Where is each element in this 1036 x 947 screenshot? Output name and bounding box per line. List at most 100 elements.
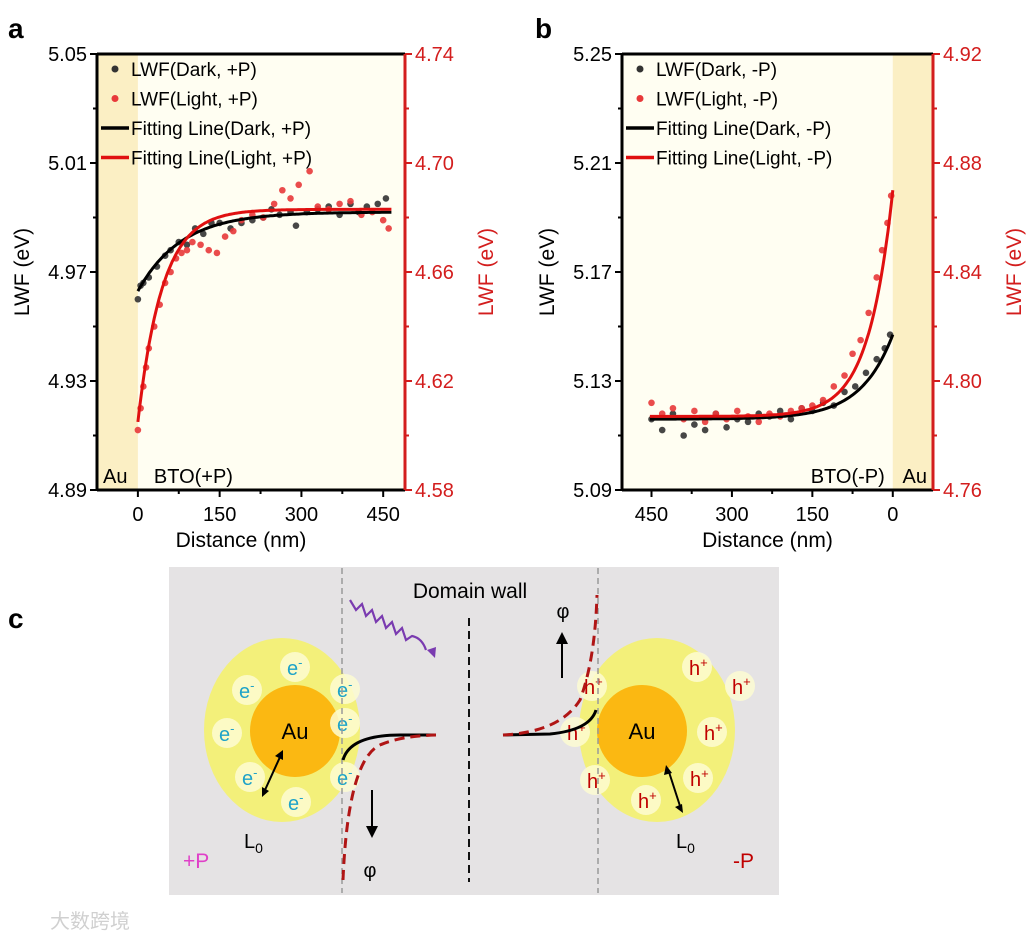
l0-arrowheads-left [262, 750, 283, 797]
electron-bubble [232, 675, 262, 705]
x-tick-label: 0 [132, 504, 143, 526]
legend-label: LWF(Light, +P) [131, 90, 258, 111]
x-tick-label: 150 [796, 504, 829, 526]
electron-label: e- [239, 678, 254, 703]
legend-label: LWF(Dark, -P) [656, 60, 777, 81]
data-point-light [221, 233, 229, 240]
data-point-light [830, 383, 838, 390]
legend-label: LWF(Light, -P) [656, 90, 778, 111]
hole-label: h+ [567, 720, 586, 745]
phi-label-right: φ [557, 601, 570, 623]
electron-bubble [330, 762, 360, 792]
right-y-tick-label: 4.74 [415, 44, 454, 66]
data-point-light [347, 197, 354, 205]
left-y-tick-label: 5.09 [573, 480, 612, 502]
electron-bubble [281, 787, 311, 817]
left-y-tick-label: 4.89 [48, 480, 87, 502]
data-point-dark [382, 195, 390, 202]
hole-label: h+ [587, 768, 606, 793]
x-axis-title: Distance (nm) [176, 529, 307, 552]
left-y-axis-title: LWF (eV) [536, 228, 559, 316]
data-point-light [205, 246, 213, 254]
chart-panel-a: 0 150 300 450 4.89 4.58 4.93 4.62 4.97 4.66 5.01 4.… [11, 44, 498, 552]
au-core-left [250, 685, 340, 777]
electron-bubble [280, 652, 310, 682]
fit-line-dark [136, 210, 392, 292]
data-point-light [134, 426, 142, 434]
data-point-light [733, 407, 741, 415]
l0-arrow-right [668, 771, 681, 807]
data-point-dark [873, 355, 880, 363]
data-point-light [669, 404, 677, 412]
left-y-tick-label: 5.13 [573, 371, 612, 393]
light-wave-icon [349, 599, 428, 651]
legend-label: LWF(Dark, +P) [131, 60, 257, 81]
right-y-tick-label: 4.58 [415, 480, 454, 502]
data-point-light [287, 195, 294, 202]
data-point-dark [691, 421, 698, 428]
bto-region-label: BTO(-P) [811, 466, 885, 488]
data-point-light [648, 399, 655, 407]
hole-bubble [631, 785, 661, 815]
electron-bubble [212, 718, 242, 748]
left-y-tick-label: 5.01 [48, 153, 87, 175]
data-point-dark [374, 200, 382, 208]
right-y-axis-title: LWF (eV) [475, 228, 498, 316]
hole-label: h+ [638, 788, 657, 813]
bto-region-label: BTO(+P) [154, 466, 233, 488]
hole-label: h+ [704, 720, 723, 745]
x-tick-label: 450 [367, 504, 400, 526]
band-curve-light-left [341, 733, 437, 881]
data-point-light [306, 167, 313, 175]
electron-bubble [330, 674, 360, 704]
data-point-light [873, 274, 880, 281]
data-point-light [755, 418, 763, 426]
hole-label: h+ [690, 766, 709, 791]
legend-marker-light [111, 95, 119, 102]
l0-label-left: L0 [244, 831, 263, 856]
left-y-tick-label: 4.93 [48, 371, 87, 393]
legend-marker-light [636, 95, 644, 102]
data-point-light [857, 336, 864, 344]
hole-label: h+ [584, 674, 603, 699]
phi-arrowhead-down [366, 826, 378, 838]
light-wave-arrowhead [427, 647, 436, 658]
legend-label: Fitting Line(Dark, -P) [656, 119, 831, 140]
legend-label: Fitting Line(Light, +P) [131, 149, 312, 170]
fit-line-light [136, 207, 392, 423]
data-point-dark [680, 432, 687, 439]
electron-label: e- [219, 721, 234, 746]
data-point-dark [787, 415, 795, 423]
right-y-tick-label: 4.80 [943, 371, 982, 393]
hole-bubble [682, 652, 712, 682]
data-point-light [336, 200, 343, 208]
data-point-dark [841, 388, 848, 396]
data-point-light [270, 200, 278, 208]
right-y-tick-label: 4.92 [943, 44, 982, 66]
panel-label-b: b [535, 13, 552, 44]
au-region-label: Au [903, 466, 927, 488]
electron-bubble [330, 708, 360, 738]
data-point-dark [744, 418, 752, 426]
electron-label: e- [337, 711, 352, 736]
data-point-light [841, 372, 848, 379]
chart-panel-b: 450 300 150 0 5.09 4.76 5.13 4.80 5.17 4.84 5.21 4.… [536, 44, 1026, 552]
phi-label-left: φ [364, 860, 377, 882]
electron-bubble [235, 762, 265, 792]
au-label-left: Au [282, 719, 309, 744]
phi-arrowhead-up [556, 632, 568, 644]
data-point-light [197, 241, 204, 249]
l0-arrow-left [264, 756, 281, 791]
panel-label-c: c [8, 603, 24, 634]
left-y-tick-label: 5.17 [573, 262, 612, 284]
electron-label: e- [287, 655, 302, 680]
hole-bubble [697, 717, 727, 747]
au-core-right [597, 685, 687, 777]
band-curve-dark-left [341, 733, 436, 761]
hole-bubble [577, 671, 607, 701]
right-y-tick-label: 4.62 [415, 371, 454, 393]
data-point-light [295, 181, 302, 189]
data-point-light [183, 246, 191, 254]
legend-label: Fitting Line(Dark, +P) [131, 119, 311, 140]
